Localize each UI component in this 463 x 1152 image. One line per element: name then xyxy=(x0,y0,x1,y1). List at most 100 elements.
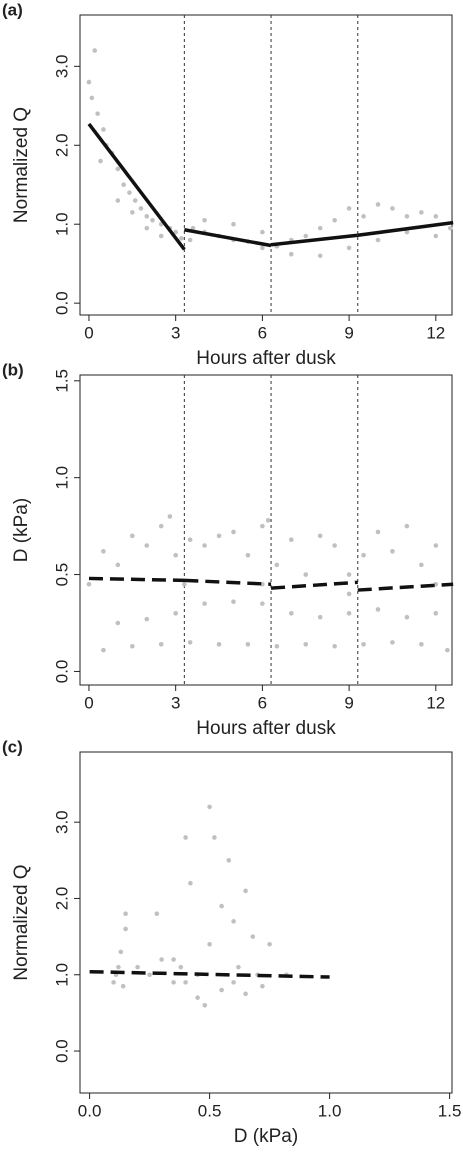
trend-line xyxy=(184,228,272,248)
data-point xyxy=(260,245,265,251)
data-point xyxy=(433,581,439,587)
data-point xyxy=(115,562,121,568)
data-point xyxy=(419,642,424,647)
data-point xyxy=(120,983,126,989)
data-point xyxy=(173,611,178,616)
data-point xyxy=(202,217,207,223)
data-point xyxy=(274,562,280,568)
data-point xyxy=(260,229,265,235)
data-point xyxy=(332,217,337,223)
trend-line-dashed xyxy=(357,582,454,592)
data-point xyxy=(317,614,323,620)
plot-frame xyxy=(79,14,453,316)
data-point xyxy=(187,237,193,243)
data-point xyxy=(243,888,248,894)
data-point xyxy=(159,957,164,962)
data-point xyxy=(231,599,236,604)
panel-label: (a) xyxy=(2,0,23,19)
data-point xyxy=(123,926,128,932)
data-point xyxy=(132,198,138,203)
data-point xyxy=(245,642,251,647)
trend-line-dashed xyxy=(184,578,272,586)
data-point xyxy=(404,614,410,620)
data-point xyxy=(111,980,116,985)
data-point xyxy=(346,245,352,251)
x-tick-label: 9 xyxy=(344,323,353,342)
data-point xyxy=(202,1002,208,1008)
data-point xyxy=(260,983,265,989)
y-tick-label: 2.0 xyxy=(52,133,71,157)
y-tick-label: 1.0 xyxy=(52,212,71,236)
data-point xyxy=(332,643,337,649)
data-point xyxy=(158,642,164,647)
data-point xyxy=(207,804,212,810)
data-point xyxy=(171,980,176,985)
data-point xyxy=(101,647,106,653)
y-axis-label: D (kPa) xyxy=(11,498,32,562)
data-point xyxy=(317,533,323,539)
y-tick-label: 0.0 xyxy=(52,1039,71,1063)
data-point xyxy=(130,210,135,215)
data-point xyxy=(89,95,95,101)
data-point xyxy=(171,957,176,962)
data-point xyxy=(115,620,121,626)
data-point xyxy=(158,523,164,529)
data-point xyxy=(303,233,309,239)
data-point xyxy=(86,581,92,587)
data-point xyxy=(216,642,222,647)
data-point xyxy=(121,182,126,188)
data-point xyxy=(98,158,103,164)
data-point xyxy=(346,206,352,211)
data-point xyxy=(303,572,309,577)
x-tick-label: 6 xyxy=(258,693,267,712)
data-point xyxy=(303,642,309,647)
data-point xyxy=(183,835,188,840)
data-point xyxy=(187,537,193,542)
data-point xyxy=(250,934,256,939)
data-point xyxy=(404,214,410,219)
data-point xyxy=(317,225,323,231)
data-point xyxy=(231,529,236,535)
data-point xyxy=(447,225,453,231)
data-point xyxy=(288,251,294,257)
data-point xyxy=(433,233,439,239)
trend-line-dashed xyxy=(88,576,185,583)
data-point xyxy=(361,642,366,647)
data-point xyxy=(130,643,135,649)
data-point xyxy=(361,214,366,219)
data-point xyxy=(375,607,381,612)
x-tick-label: 12 xyxy=(426,693,445,712)
data-point xyxy=(332,543,337,548)
x-axis-label: Hours after dusk xyxy=(196,348,336,369)
data-point xyxy=(390,549,395,554)
data-point xyxy=(404,229,410,235)
data-point xyxy=(433,543,439,548)
data-point xyxy=(116,964,121,970)
data-point xyxy=(375,237,381,243)
x-axis-label: D (kPa) xyxy=(234,1126,298,1147)
y-axis-label: Normalized Q xyxy=(11,107,32,223)
data-point xyxy=(219,903,224,909)
y-tick-label: 0.0 xyxy=(52,660,71,684)
data-point xyxy=(361,552,366,558)
data-point xyxy=(346,591,352,597)
data-point xyxy=(118,949,124,955)
trend-line-dashed xyxy=(270,580,358,590)
data-point xyxy=(179,236,184,241)
data-point xyxy=(390,640,395,645)
data-point xyxy=(346,572,352,577)
data-point xyxy=(226,858,232,863)
trend-line xyxy=(87,122,186,251)
data-point xyxy=(95,111,100,116)
data-point xyxy=(92,48,98,53)
data-point xyxy=(135,964,140,970)
y-tick-label: 1.5 xyxy=(52,369,71,393)
x-tick-label: 6 xyxy=(258,323,267,342)
x-tick-label: 3 xyxy=(171,323,180,342)
y-axis-label: Normalized Q xyxy=(11,864,32,980)
data-point xyxy=(144,543,150,548)
y-tick-label: 0.0 xyxy=(52,291,71,315)
x-tick-label: 0.0 xyxy=(78,1101,102,1120)
trend-line xyxy=(270,233,358,247)
data-point xyxy=(231,980,236,985)
